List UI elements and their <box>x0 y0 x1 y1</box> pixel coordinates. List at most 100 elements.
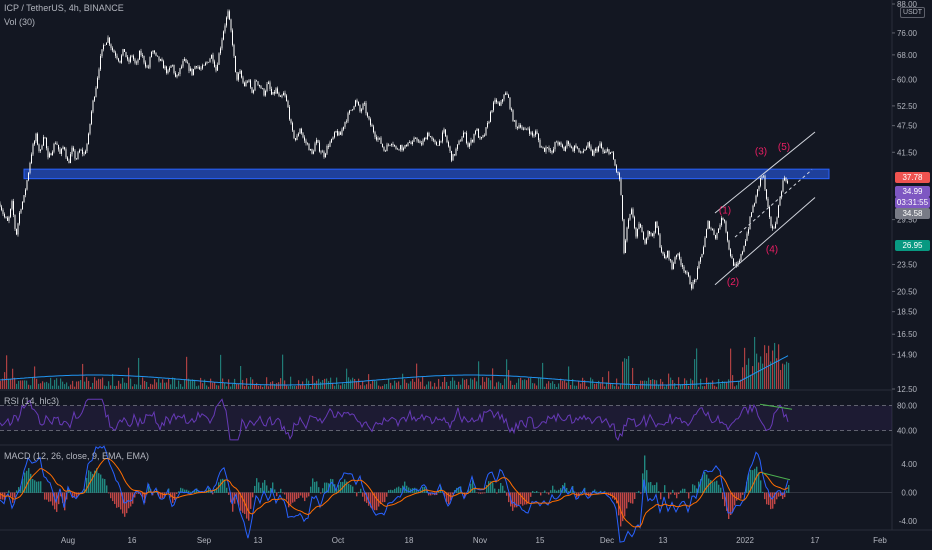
candle-body <box>47 148 49 158</box>
candle-body <box>661 247 662 252</box>
volume-bar <box>720 383 722 389</box>
rsi-legend[interactable]: RSI (14, hlc3) <box>4 396 60 406</box>
volume-bar <box>520 377 522 389</box>
volume-bar <box>52 385 54 389</box>
candle-body <box>86 144 88 152</box>
candle-body <box>139 50 140 60</box>
symbol-legend[interactable]: ICP / TetherUS, 4h, BINANCE <box>4 3 124 13</box>
candle-body <box>136 62 137 64</box>
macd-histogram-bar <box>324 482 326 493</box>
candle-body <box>244 82 245 87</box>
macd-histogram-bar <box>730 492 732 516</box>
macd-histogram-bar <box>700 479 702 493</box>
volume-legend[interactable]: Vol (30) <box>4 17 36 27</box>
volume-bar <box>164 382 166 389</box>
macd-histogram-bar <box>776 492 778 500</box>
macd-histogram-bar <box>220 479 222 493</box>
macd-histogram-bar <box>94 470 96 493</box>
volume-bar <box>402 373 404 389</box>
volume-bar <box>168 378 170 389</box>
volume-bar <box>774 342 776 389</box>
candle-body <box>431 137 433 140</box>
volume-bar <box>476 381 478 389</box>
macd-histogram-bar <box>646 470 648 493</box>
macd-level-label: 4.00 <box>901 460 917 469</box>
volume-bar <box>196 386 198 389</box>
macd-histogram-bar <box>126 492 128 514</box>
macd-histogram-bar <box>148 484 150 493</box>
volume-bar <box>152 384 154 389</box>
candle-body <box>14 215 16 229</box>
currency-badge[interactable]: USDT <box>900 7 926 18</box>
candle-body <box>394 144 395 147</box>
price-axis[interactable]: 88.00 76.00 68.00 60.00 52.50 47.50 41.50 29.50… <box>892 0 918 394</box>
candle-body <box>116 55 118 59</box>
macd-histogram-bar <box>124 492 126 517</box>
candle-body <box>356 100 358 102</box>
volume-bar <box>90 386 92 389</box>
candle-body <box>605 150 607 153</box>
candle-body <box>446 136 448 143</box>
candle-body <box>55 143 56 145</box>
macd-histogram-bar <box>308 492 310 497</box>
volume-bar <box>572 379 574 389</box>
candle-body <box>89 123 91 134</box>
volume-bar <box>580 383 582 389</box>
volume-bar <box>364 385 366 389</box>
candle-body <box>449 146 451 151</box>
volume-bar <box>242 379 244 389</box>
candle-body <box>595 148 596 151</box>
volume-bar <box>548 381 550 389</box>
volume-bar <box>624 358 626 389</box>
macd-legend[interactable]: MACD (12, 26, close, 9, EMA, EMA) <box>4 451 150 461</box>
volume-bar <box>172 377 174 389</box>
volume-bar <box>498 381 500 389</box>
volume-bar <box>20 380 22 389</box>
volume-bar <box>142 377 144 389</box>
volume-bar <box>552 381 554 389</box>
candle-body <box>742 251 743 255</box>
volume-bar <box>482 377 484 389</box>
volume-bar <box>544 386 546 389</box>
candle-body <box>718 228 719 233</box>
macd-histogram-bar <box>374 492 376 511</box>
candle-body <box>379 137 380 139</box>
macd-histogram-bar <box>750 469 752 493</box>
volume-bar <box>210 378 212 389</box>
volume-bar <box>728 379 730 389</box>
volume-bar <box>276 383 278 389</box>
candle-body <box>775 223 776 228</box>
candle-body <box>640 223 641 228</box>
macd-histogram-bar <box>0 492 2 500</box>
candle-body <box>106 42 107 45</box>
volume-bar <box>304 385 306 389</box>
volume-bar <box>180 384 182 389</box>
volume-bar <box>82 363 84 389</box>
candle-body <box>58 144 59 150</box>
volume-bar <box>762 363 764 389</box>
candle-body <box>598 146 599 152</box>
candle-body <box>142 55 143 57</box>
candle-body <box>713 230 715 235</box>
volume-bar <box>782 363 784 389</box>
candle-body <box>683 266 685 272</box>
volume-bar <box>596 383 598 389</box>
candle-body <box>524 128 526 130</box>
candle-body <box>331 139 332 143</box>
candle-body <box>184 59 185 61</box>
time-axis[interactable]: Aug 16 Sep 13 Oct 18 Nov 15 Dec 13 2022 17 Feb <box>61 536 888 545</box>
volume-bar <box>690 378 692 389</box>
volume-bar <box>186 356 188 389</box>
macd-histogram-bar <box>272 482 274 493</box>
volume-bar <box>726 381 728 389</box>
price-tag-low: 26.95 <box>895 240 930 251</box>
candle-body <box>782 180 784 192</box>
macd-histogram-bar <box>568 491 570 493</box>
candle-body <box>475 130 476 134</box>
volume-bar <box>62 381 64 389</box>
candle-body <box>473 133 475 142</box>
price-tick-label: 52.50 <box>897 102 918 111</box>
candle-body <box>574 145 575 151</box>
candle-body <box>64 147 65 150</box>
